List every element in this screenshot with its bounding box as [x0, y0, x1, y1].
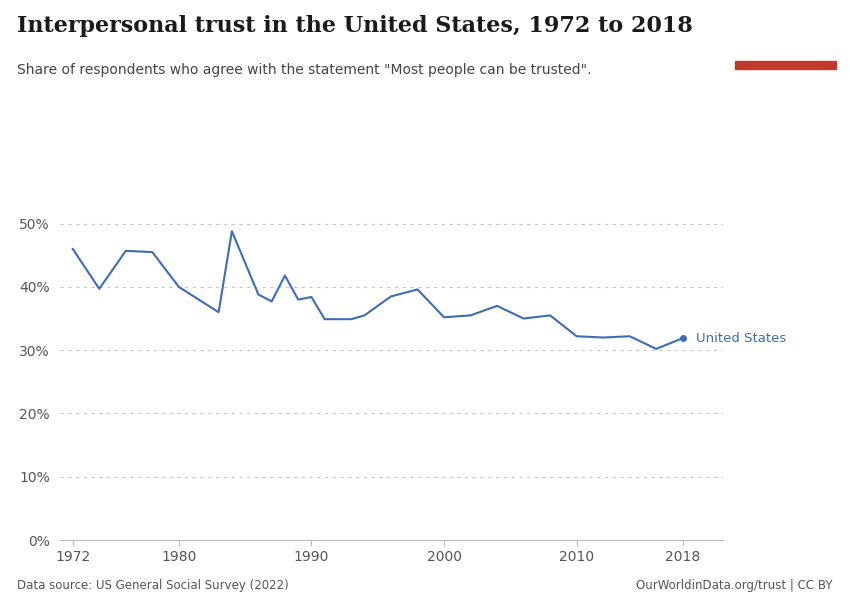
Text: in Data: in Data — [765, 39, 806, 49]
Text: Data source: US General Social Survey (2022): Data source: US General Social Survey (2… — [17, 579, 289, 592]
Text: OurWorldinData.org/trust | CC BY: OurWorldinData.org/trust | CC BY — [637, 579, 833, 592]
Text: Interpersonal trust in the United States, 1972 to 2018: Interpersonal trust in the United States… — [17, 15, 693, 37]
Text: Our World: Our World — [757, 21, 813, 31]
Bar — [735, 61, 836, 69]
Text: Share of respondents who agree with the statement "Most people can be trusted".: Share of respondents who agree with the … — [17, 63, 592, 77]
Text: United States: United States — [696, 332, 786, 344]
